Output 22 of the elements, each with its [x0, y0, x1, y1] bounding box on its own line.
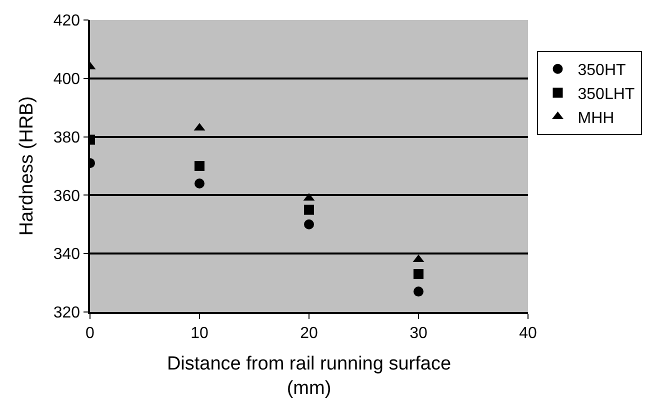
x-tick-label: 20 [300, 324, 318, 342]
x-axis-title: Distance from rail running surface (mm) [166, 353, 452, 399]
point [414, 286, 424, 297]
point [414, 269, 424, 280]
point [194, 178, 204, 189]
y-tick-label: 360 [53, 188, 80, 205]
y-tick-label: 420 [53, 12, 80, 30]
x-tick-label: 0 [86, 324, 95, 342]
y-tick-label: 320 [53, 304, 80, 322]
y-tick-label: 400 [53, 71, 80, 88]
legend-label: 350HT [578, 62, 626, 80]
y-tick-label: 340 [53, 246, 80, 264]
legend-label: 350LHT [578, 86, 635, 103]
legend-label: MHH [578, 110, 614, 127]
point [194, 161, 204, 171]
y-tick-label: 380 [53, 129, 80, 146]
point [304, 219, 314, 230]
x-tick-label: 10 [190, 324, 208, 342]
point [304, 204, 314, 215]
x-tick-label: 40 [519, 324, 537, 342]
y-axis-title: Hardness (HRB) [16, 96, 38, 236]
x-tick-label: 30 [410, 324, 428, 342]
